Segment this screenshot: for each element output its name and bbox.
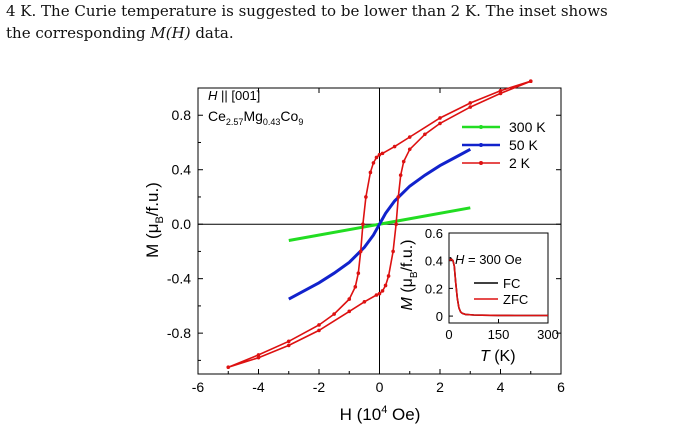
data-point-2k	[286, 343, 291, 348]
annotation-field-direction: H || [001]	[208, 88, 260, 103]
data-point-2k	[374, 293, 379, 297]
inset-y-axis-label: M (μB/f.u.)	[399, 239, 420, 310]
data-point-2k	[394, 222, 398, 226]
inset-frame	[448, 232, 549, 324]
inset-series-zfc	[449, 258, 548, 317]
y-tick-label: -0.8	[167, 325, 191, 341]
inset-legend-label: FC	[503, 276, 520, 291]
data-point-2k	[391, 249, 395, 254]
caption-line-2-italic: M(H)	[150, 24, 191, 42]
caption-line-2: the corresponding M(H) data.	[6, 22, 696, 44]
x-tick-label: -6	[192, 379, 205, 395]
data-point-2k	[362, 300, 367, 304]
legend-label: 50 K	[509, 137, 538, 153]
x-axis-label: H (104 Oe)	[340, 404, 421, 424]
data-point-2k	[317, 328, 321, 333]
y-axis-label: M (μB/f.u.)	[143, 182, 166, 258]
data-point-2k	[383, 283, 388, 288]
caption-line-2-prefix: the corresponding	[6, 24, 151, 42]
inset-x-tick-label: 300	[537, 327, 559, 342]
data-point-2k	[332, 312, 336, 316]
inset-y-tick-label: 0.2	[425, 281, 443, 296]
data-point-2k	[317, 323, 321, 327]
x-tick-label: 4	[497, 379, 505, 395]
data-point-2k	[468, 101, 473, 105]
data-point-2k	[377, 152, 382, 157]
x-tick-label: -4	[252, 379, 265, 395]
data-point-2k	[401, 159, 406, 164]
data-point-2k	[398, 173, 403, 177]
data-point-2k	[392, 144, 397, 149]
data-point-2k	[347, 297, 352, 301]
inset-legend-label: ZFC	[503, 292, 528, 307]
inset-y-tick-label: 0.4	[425, 254, 443, 269]
main-plot: -6 -4 -2 0 2 4 6 -0.8 -0.4 0.0 0.4 0.8 300 K 50 K 2 K	[167, 79, 565, 395]
data-point-2k	[364, 195, 368, 199]
legend-marker	[479, 161, 483, 165]
data-point-2k	[380, 289, 385, 293]
x-tick-label: 0	[376, 379, 384, 395]
data-point-2k	[368, 170, 373, 175]
data-point-2k	[498, 88, 503, 93]
data-point-2k	[377, 291, 382, 296]
data-point-2k	[407, 135, 412, 139]
inset-x-tick-label: 150	[488, 327, 510, 342]
data-point-2k	[353, 285, 358, 289]
y-tick-label: 0.4	[172, 162, 192, 178]
data-point-2k	[356, 271, 361, 276]
series-line-50k	[288, 147, 472, 301]
data-point-2k	[528, 79, 533, 83]
annotation-compound: Ce2.57Mg0.43Co9	[208, 108, 303, 127]
caption-line-2-suffix: data.	[190, 24, 234, 42]
data-point-2k	[386, 274, 391, 278]
y-tick-label: 0.0	[172, 216, 192, 232]
x-tick-label: 2	[436, 379, 444, 395]
y-tick-label: 0.8	[172, 107, 192, 123]
data-point-2k	[347, 309, 352, 314]
legend-marker	[479, 125, 483, 129]
data-point-2k	[468, 105, 473, 109]
data-point-2k	[358, 249, 363, 254]
data-point-2k	[286, 339, 291, 344]
data-point-2k	[226, 365, 231, 369]
caption-line-1: 4 K. The Curie temperature is suggested …	[6, 2, 608, 20]
x-tick-label: 6	[557, 379, 565, 395]
inset-x-axis-label: T (K)	[480, 348, 516, 365]
data-point-2k	[438, 116, 442, 120]
inset-y-tick-label: 0.6	[425, 226, 443, 241]
inset-y-tick-label: 0	[436, 309, 443, 324]
y-tick-label: -0.4	[167, 271, 191, 287]
x-tick-label: -2	[313, 379, 326, 395]
data-point-2k	[438, 121, 442, 126]
data-point-2k	[374, 155, 379, 160]
legend-marker	[479, 143, 483, 147]
data-point-2k	[256, 353, 261, 357]
inset-x-tick-label: 0	[445, 327, 452, 342]
inset-annotation-field: H = 300 Oe	[455, 252, 522, 267]
data-point-2k	[361, 222, 365, 226]
data-point-2k	[498, 91, 503, 96]
data-point-2k	[371, 161, 376, 165]
figure-caption: 4 K. The Curie temperature is suggested …	[6, 0, 696, 44]
legend-label: 300 K	[509, 119, 546, 135]
data-point-2k	[256, 355, 261, 360]
data-point-2k	[407, 147, 412, 152]
data-point-2k	[380, 151, 385, 156]
data-point-2k	[423, 132, 427, 137]
legend-label: 2 K	[509, 155, 531, 171]
data-point-2k	[396, 195, 401, 199]
